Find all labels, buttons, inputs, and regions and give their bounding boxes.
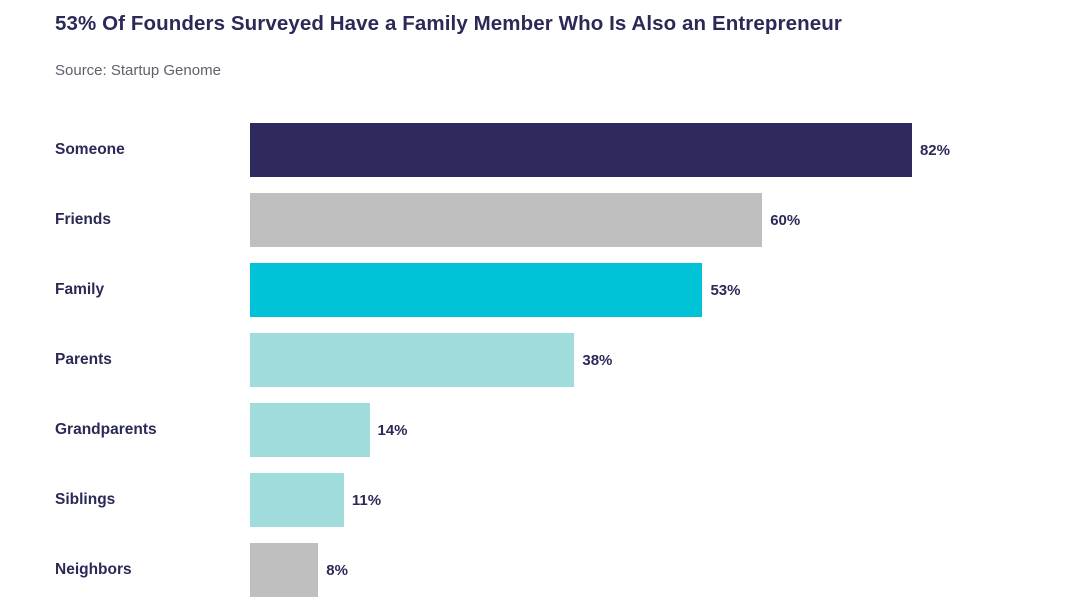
bar [250, 543, 319, 597]
bar [250, 473, 344, 527]
value-label: 14% [377, 421, 408, 439]
value-label: 11% [351, 491, 382, 509]
bar [250, 403, 370, 457]
category-label: Neighbors [55, 561, 132, 578]
bar-track: 82% [250, 115, 950, 185]
category-label: Parents [55, 351, 112, 368]
bar [250, 123, 912, 177]
bar-track: 60% [250, 185, 950, 255]
category-label: Grandparents [55, 421, 157, 438]
bar [250, 263, 703, 317]
value-label: 82% [919, 141, 950, 159]
category-label: Someone [55, 141, 125, 158]
value-label: 53% [710, 281, 741, 299]
category-label: Siblings [55, 491, 116, 508]
chart-title: 53% Of Founders Surveyed Have a Family M… [55, 12, 842, 35]
bar-track: 11% [250, 465, 950, 535]
bar-track: 14% [250, 395, 950, 465]
bar [250, 193, 763, 247]
value-label: 60% [770, 211, 801, 229]
bar-track: 38% [250, 325, 950, 395]
bar-row: Grandparents 14% [55, 395, 1045, 465]
bar-row: Friends 60% [55, 185, 1045, 255]
value-label: 38% [582, 351, 613, 369]
bar-row: Neighbors 8% [55, 535, 1045, 605]
bar-row: Someone 82% [55, 115, 1045, 185]
bar-track: 53% [250, 255, 950, 325]
value-label: 8% [326, 561, 348, 579]
category-label: Family [55, 281, 105, 298]
bar-chart: Someone 82% Friends 60% Family 53% Parents 38% G… [55, 115, 1045, 605]
bar-row: Parents 38% [55, 325, 1045, 395]
category-label: Friends [55, 211, 111, 228]
chart-source: Source: Startup Genome [55, 62, 221, 79]
bar-row: Siblings 11% [55, 465, 1045, 535]
bar-row: Family 53% [55, 255, 1045, 325]
bar-track: 8% [250, 535, 950, 605]
bar [250, 333, 575, 387]
